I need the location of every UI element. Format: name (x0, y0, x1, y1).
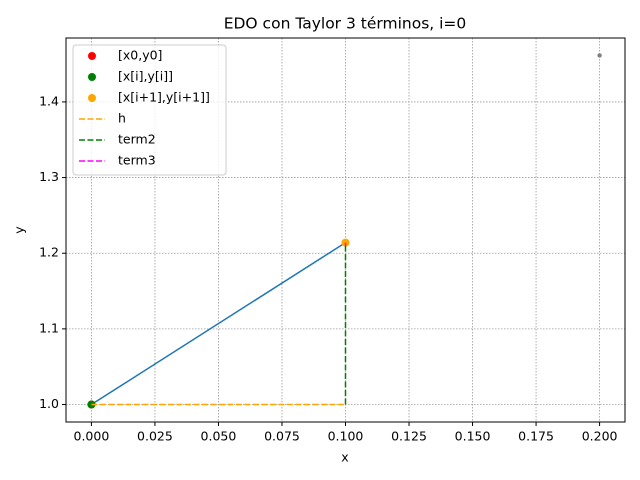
x-tick-label: 0.150 (455, 429, 491, 444)
plot-frame (65, 37, 626, 423)
y-tick-label: 1.3 (39, 169, 59, 184)
y-tick-label: 1.0 (39, 396, 59, 411)
x-tick-label: 0.025 (137, 429, 173, 444)
x-tick-label: 0.000 (74, 429, 110, 444)
x-tick-label: 0.100 (328, 429, 364, 444)
x-tick-label: 0.050 (201, 429, 237, 444)
legend-marker (88, 73, 96, 81)
x-tick-label: 0.200 (582, 429, 618, 444)
legend-label: [x0,y0] (118, 48, 162, 63)
legend-label: term3 (118, 153, 156, 168)
legend-box (72, 44, 227, 176)
x-tick-label: 0.075 (264, 429, 300, 444)
chart-title: EDO con Taylor 3 términos, i=0 (224, 15, 467, 33)
x-axis-label: x (341, 450, 348, 465)
x-tick-label: 0.125 (391, 429, 427, 444)
x-tick-label: 0.175 (518, 429, 554, 444)
legend-label: term2 (118, 132, 156, 147)
legend-marker (88, 94, 96, 102)
y-tick-label: 1.4 (39, 93, 59, 108)
legend-label: [x[i+1],y[i+1]] (118, 90, 210, 105)
point (597, 53, 602, 58)
legend-marker (88, 52, 96, 60)
legend-label: [x[i],y[i]] (118, 69, 173, 84)
legend-label: h (118, 111, 126, 126)
y-axis-label: y (12, 226, 27, 234)
series-line (91, 242, 346, 406)
y-tick-label: 1.2 (39, 245, 59, 260)
y-tick-label: 1.1 (39, 320, 59, 335)
